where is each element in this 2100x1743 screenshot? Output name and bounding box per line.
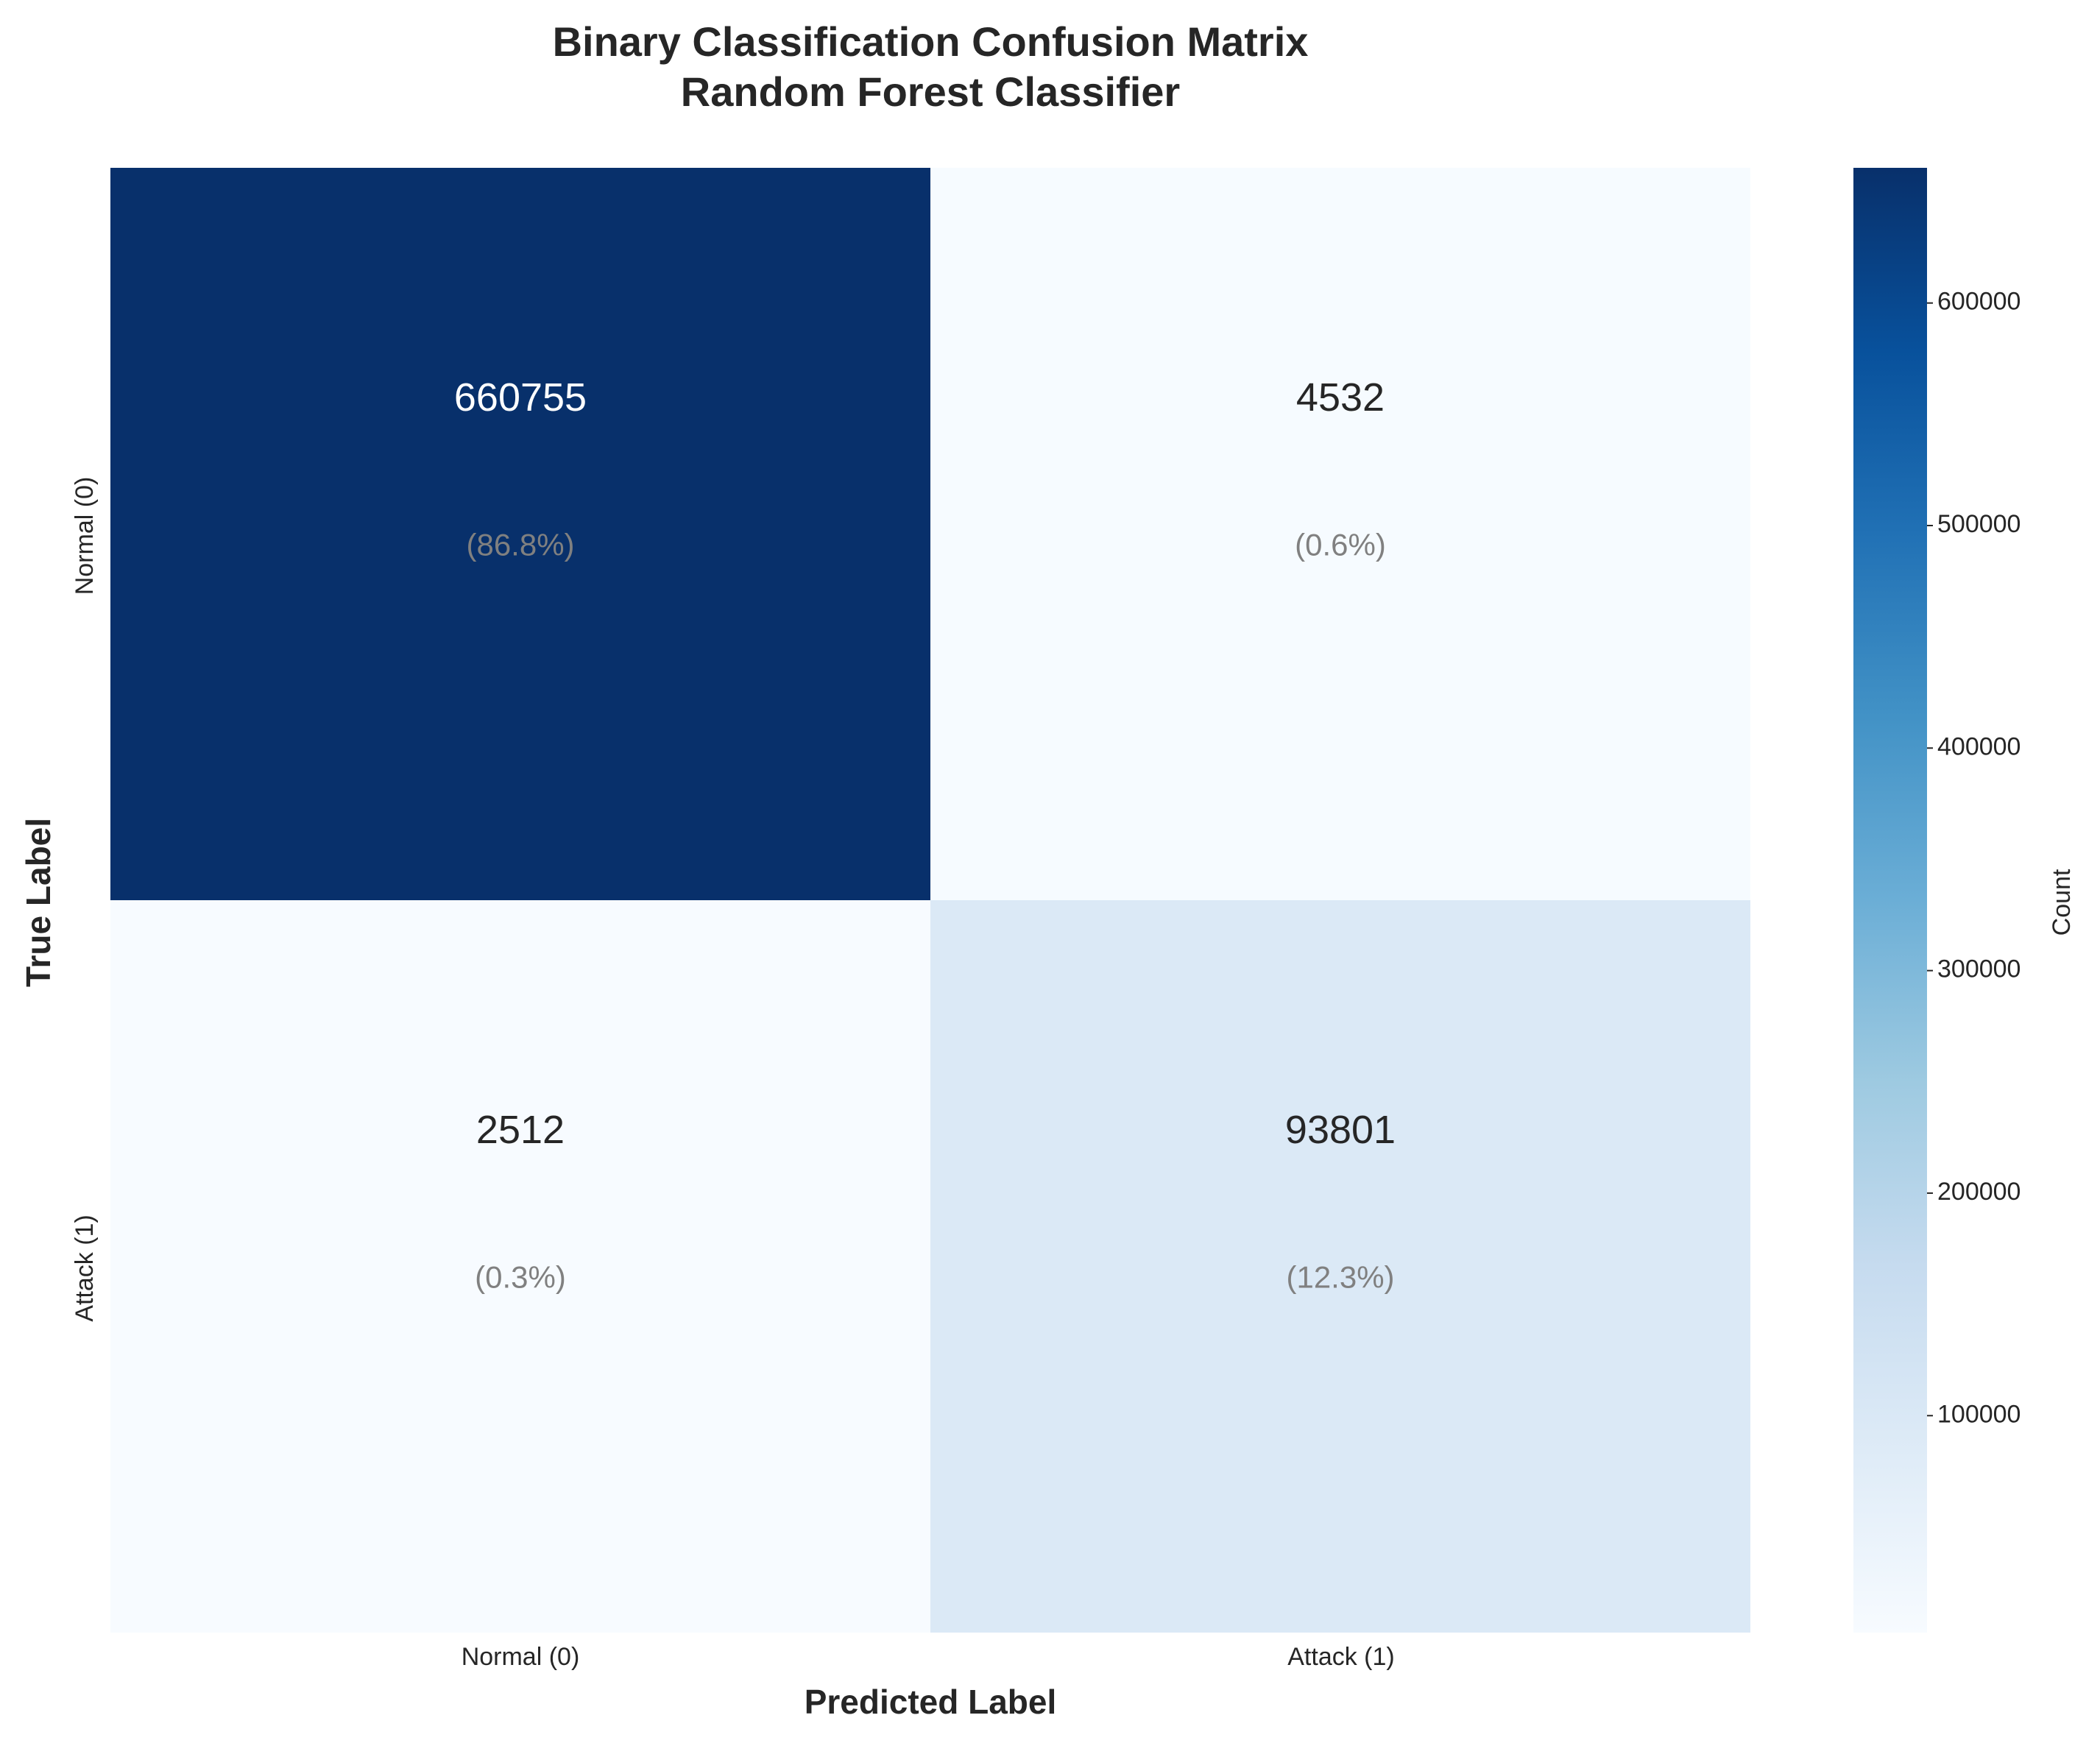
cell-value-label: 4532 bbox=[1296, 375, 1385, 420]
y-axis-label: True Label bbox=[19, 818, 57, 987]
heatmap-cell bbox=[110, 900, 930, 1633]
colorbar-tick-label: 600000 bbox=[1937, 288, 2021, 316]
x-tick-label-normal: Normal (0) bbox=[462, 1643, 580, 1671]
y-tick-label-attack: Attack (1) bbox=[71, 1215, 99, 1321]
cell-percent-label: (86.8%) bbox=[466, 528, 574, 562]
cell-percent-label: (0.3%) bbox=[475, 1260, 566, 1295]
colorbar-tick-label: 100000 bbox=[1937, 1400, 2021, 1428]
heatmap-cell bbox=[930, 900, 1750, 1633]
chart-title: Binary Classification Confusion Matrix bbox=[553, 18, 1309, 65]
x-axis-label: Predicted Label bbox=[805, 1683, 1057, 1721]
colorbar-label: Count bbox=[2048, 869, 2076, 936]
colorbar-tick-label: 200000 bbox=[1937, 1178, 2021, 1206]
x-tick-label-attack: Attack (1) bbox=[1287, 1643, 1394, 1671]
colorbar-tick-label: 500000 bbox=[1937, 510, 2021, 538]
y-tick-labels: Normal (0) Attack (1) bbox=[71, 477, 99, 1322]
heatmap-cell bbox=[930, 168, 1750, 900]
colorbar-tick-label: 400000 bbox=[1937, 732, 2021, 760]
heatmap-cells: 660755 (86.8%) 4532 (0.6%) 2512 (0.3%) 93801 (1… bbox=[110, 168, 1750, 1633]
chart-subtitle: Random Forest Classifier bbox=[681, 68, 1180, 115]
colorbar-ticks: 100000 200000 300000 400000 500000 600000 bbox=[1927, 288, 2021, 1428]
cell-percent-label: (12.3%) bbox=[1286, 1260, 1394, 1295]
colorbar bbox=[1853, 168, 1927, 1633]
colorbar-tick-label: 300000 bbox=[1937, 955, 2021, 983]
heatmap-cell bbox=[110, 168, 930, 900]
cell-value-label: 93801 bbox=[1285, 1108, 1396, 1152]
y-tick-label-normal: Normal (0) bbox=[71, 477, 99, 595]
cell-percent-label: (0.6%) bbox=[1295, 528, 1386, 562]
cell-value-label: 2512 bbox=[476, 1108, 565, 1152]
cell-value-label: 660755 bbox=[454, 375, 587, 420]
x-tick-labels: Normal (0) Attack (1) bbox=[462, 1643, 1395, 1671]
